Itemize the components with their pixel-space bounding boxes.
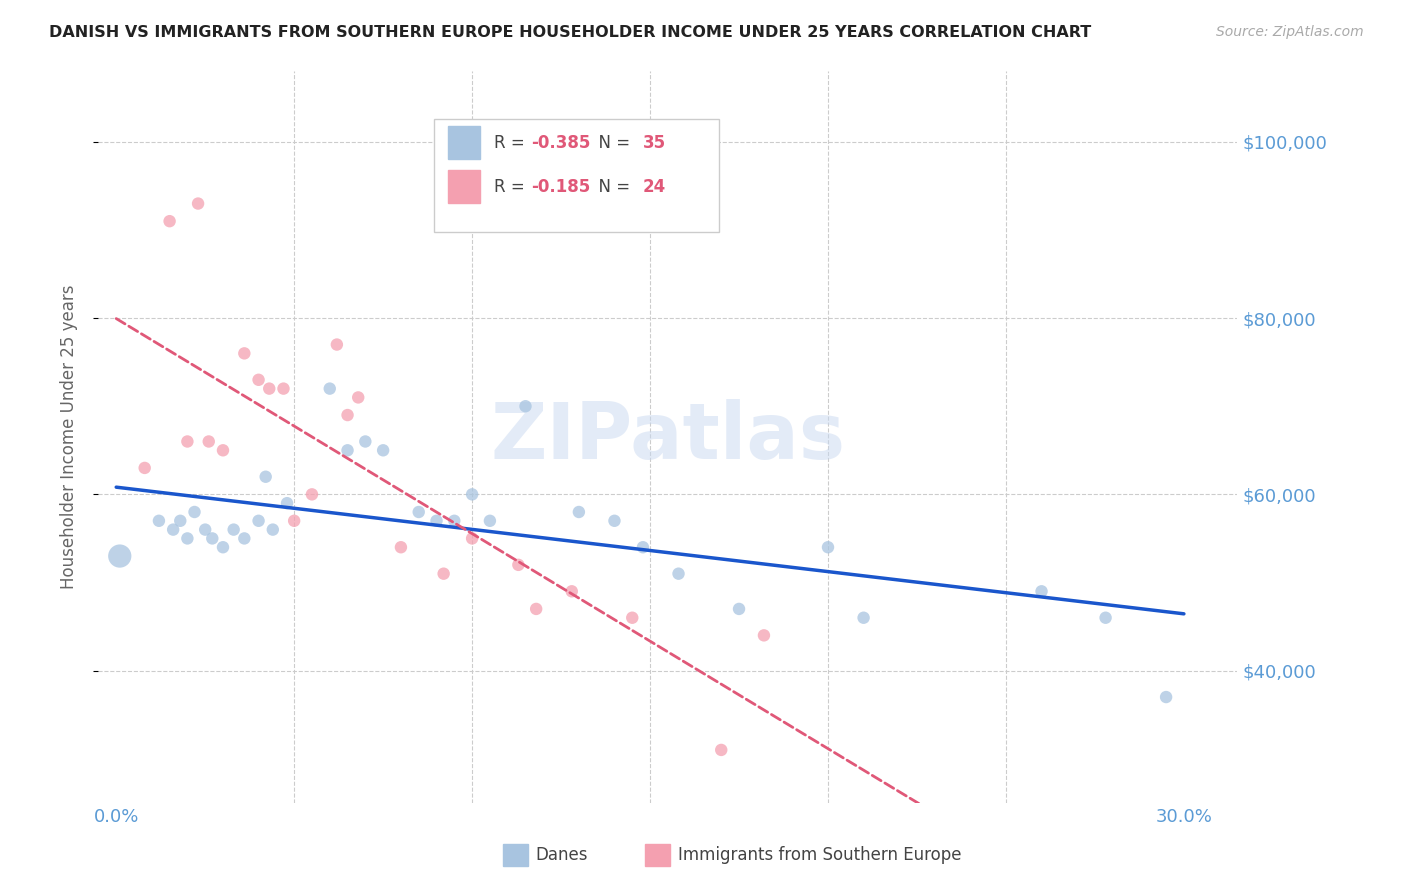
Point (247, 514, 270, 528)
Text: Immigrants from Southern Europe: Immigrants from Southern Europe (678, 847, 962, 864)
Point (371, 443, 394, 458)
Point (259, 382, 281, 396)
Point (515, 399, 537, 413)
Point (254, 469, 277, 483)
Point (389, 540, 412, 554)
Point (233, 532, 256, 546)
Point (176, 532, 198, 546)
Point (852, 611, 875, 625)
Point (524, 602, 547, 616)
Point (176, 434, 198, 449)
Point (408, 505, 430, 519)
Point (108, 549, 131, 563)
Point (752, 628, 775, 642)
Point (148, 514, 170, 528)
Y-axis label: Householder Income Under 25 years: Householder Income Under 25 years (59, 285, 77, 590)
Bar (449, 170, 479, 203)
Point (461, 487, 484, 501)
Point (233, 346, 256, 360)
Point (162, 523, 184, 537)
Point (347, 391, 370, 405)
Point (201, 532, 224, 546)
Point (443, 514, 465, 528)
Point (336, 408, 359, 422)
Point (301, 487, 323, 501)
Point (631, 540, 654, 554)
Point (194, 523, 217, 537)
Point (336, 443, 359, 458)
Text: ZIPatlas: ZIPatlas (491, 399, 845, 475)
Point (212, 540, 235, 554)
Point (568, 505, 591, 519)
Point (222, 523, 245, 537)
Bar (449, 126, 479, 159)
Point (247, 373, 270, 387)
Point (461, 532, 484, 546)
Text: R =: R = (494, 134, 530, 152)
Text: -0.185: -0.185 (531, 178, 591, 195)
Bar (503, 845, 527, 866)
Text: -0.385: -0.385 (531, 134, 591, 152)
Point (603, 514, 626, 528)
Point (478, 514, 501, 528)
Bar (645, 845, 671, 866)
Point (276, 496, 298, 510)
Text: Source: ZipAtlas.com: Source: ZipAtlas.com (1216, 25, 1364, 39)
Point (621, 611, 644, 625)
Point (319, 382, 342, 396)
Point (326, 337, 349, 351)
Text: N =: N = (588, 178, 636, 195)
Point (1154, 690, 1177, 704)
Point (668, 566, 690, 581)
Point (273, 382, 295, 396)
Point (508, 558, 530, 572)
Point (433, 566, 456, 581)
Point (1094, 611, 1116, 625)
Text: 24: 24 (643, 178, 666, 195)
Text: DANISH VS IMMIGRANTS FROM SOUTHERN EUROPE HOUSEHOLDER INCOME UNDER 25 YEARS CORR: DANISH VS IMMIGRANTS FROM SOUTHERN EUROP… (49, 25, 1091, 40)
Text: 35: 35 (643, 134, 666, 152)
FancyBboxPatch shape (434, 119, 718, 232)
Text: R =: R = (494, 178, 530, 195)
Point (212, 443, 235, 458)
Point (187, 196, 209, 211)
Text: N =: N = (588, 134, 636, 152)
Point (134, 461, 156, 475)
Text: Danes: Danes (536, 847, 588, 864)
Point (283, 514, 305, 528)
Point (1031, 584, 1053, 599)
Point (354, 434, 377, 449)
Point (262, 523, 284, 537)
Point (183, 505, 205, 519)
Point (710, 743, 733, 757)
Point (169, 514, 191, 528)
Point (425, 514, 447, 528)
Point (159, 214, 181, 228)
Point (728, 602, 751, 616)
Point (561, 584, 583, 599)
Point (817, 540, 839, 554)
Point (197, 434, 219, 449)
